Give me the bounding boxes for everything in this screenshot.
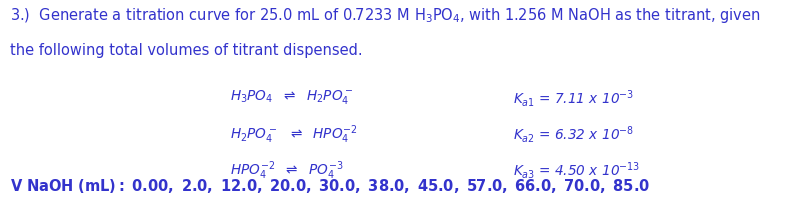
Text: $\bf{V\ NaOH\ (mL):\ 0.00,\ 2.0,\ 12.0,\ 20.0,\ 30.0,\ 38.0,\ 45.0,\ 57.0,\ 66.0: $\bf{V\ NaOH\ (mL):\ 0.00,\ 2.0,\ 12.0,\… [10,177,650,195]
Text: 3.)  Generate a titration curve for 25.0 mL of 0.7233 M H$_3$PO$_4$, with 1.256 : 3.) Generate a titration curve for 25.0 … [10,6,760,25]
Text: $\mathit{H_3PO_4}$  $\rightleftharpoons$  $\mathit{H_2PO_4^-}$: $\mathit{H_3PO_4}$ $\rightleftharpoons$ … [230,88,354,105]
Text: the following total volumes of titrant dispensed.: the following total volumes of titrant d… [10,43,362,58]
Text: $\mathit{K_{a2}}$ = 6.32 x 10$^{-8}$: $\mathit{K_{a2}}$ = 6.32 x 10$^{-8}$ [513,124,634,145]
Text: $\mathit{H_2PO_4^-}$  $\rightleftharpoons$  $\mathit{HPO_4^{-2}}$: $\mathit{H_2PO_4^-}$ $\rightleftharpoons… [230,124,358,146]
Text: $\mathit{K_{a3}}$ = 4.50 x 10$^{-13}$: $\mathit{K_{a3}}$ = 4.50 x 10$^{-13}$ [513,160,641,181]
Text: $\mathit{HPO_4^{-2}}$  $\rightleftharpoons$  $\mathit{PO_4^{-3}}$: $\mathit{HPO_4^{-2}}$ $\rightleftharpoon… [230,160,344,182]
Text: $\mathit{K_{a1}}$ = 7.11 x 10$^{-3}$: $\mathit{K_{a1}}$ = 7.11 x 10$^{-3}$ [513,88,634,109]
